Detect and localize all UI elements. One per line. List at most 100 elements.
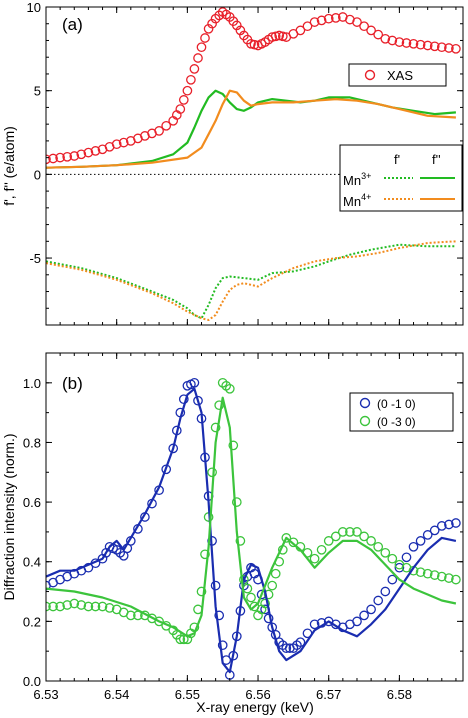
- legend-b-label-030: (0 -3 0): [377, 415, 416, 429]
- panel-b-series-1-point: [125, 610, 136, 621]
- panel-a-series-0-point: [83, 147, 94, 158]
- panel-b-series-1-point: [429, 570, 440, 580]
- panel-b-series-0-point: [295, 637, 306, 648]
- panel-b-series-0-point: [281, 643, 292, 654]
- panel-b-series-1-point: [246, 592, 256, 603]
- panel-a-series-0-point: [380, 33, 391, 44]
- panel-b-series-0-point: [380, 586, 391, 597]
- panel-a-series-0-point: [62, 151, 73, 162]
- panel-a-series-0-point: [401, 38, 412, 48]
- legend-xas-marker: [364, 69, 376, 81]
- panel-a-series-0-point: [48, 153, 58, 164]
- panel-a-series-0-point: [436, 42, 447, 53]
- panel-b-series-1-point: [288, 537, 299, 548]
- panel-a-series-4-line: [46, 240, 456, 321]
- panel-a-series-0-point: [193, 53, 203, 63]
- panel-b-series-0-point: [444, 519, 454, 530]
- panel-b-series-0-point: [387, 574, 398, 585]
- panel-b-series-1-point: [76, 600, 87, 610]
- panel-a-series-0-point: [161, 120, 172, 131]
- panel-a-series-0-point: [415, 39, 426, 50]
- x-tick-label: 6.58: [387, 687, 412, 702]
- panel-b-series-0-point: [210, 580, 221, 591]
- panel-a-series-0-point: [316, 15, 327, 26]
- panel-b-series-0-point: [408, 541, 419, 552]
- panel-a-series-0-point: [182, 85, 193, 96]
- panel-b-series-1-point: [46, 601, 51, 612]
- panel-b-series-0-point: [214, 610, 225, 621]
- panel-a-series-0-point: [352, 17, 362, 27]
- panel-a-series-0-point: [175, 104, 186, 114]
- panel-a-series-0-point: [46, 154, 51, 165]
- panel-b-series-1-point: [330, 531, 341, 542]
- y-tick-label: 5: [34, 84, 41, 99]
- y-tick-label: 0: [34, 167, 41, 182]
- panel-b-series-1-point: [104, 603, 115, 613]
- panel-b-series-0-point: [401, 552, 412, 563]
- panel-a-axes: -5 0 5 10: [27, 0, 463, 326]
- legend-mn-row1-sup: 3+: [361, 171, 371, 181]
- panel-b-series-0-point: [436, 521, 447, 531]
- panel-b-series-2-line: [46, 387, 457, 674]
- panel-a-series-0-point: [111, 139, 122, 150]
- legend-mn-row2-sup: 4+: [361, 192, 371, 202]
- panel-a: -5 0 5 10 (a) f', f'' (e/atom) XAS f' f'' M…: [1, 0, 464, 326]
- panel-b-series-1-point: [422, 568, 433, 579]
- legend-mn-col2: f'': [432, 152, 441, 167]
- y-tick-label: 1.0: [23, 376, 41, 391]
- panel-b-series-0-point: [422, 530, 433, 540]
- panel-b-series-0-point: [217, 640, 228, 651]
- panel-b-series-1-point: [235, 536, 246, 546]
- panel-b-series-1-point: [267, 580, 278, 591]
- panel-a-series-0-point: [373, 29, 384, 40]
- panel-b-series-1-point: [207, 467, 217, 478]
- panel-b-series-0-point: [309, 619, 320, 630]
- y-tick-label: 10: [27, 0, 41, 15]
- panel-b-label: (b): [62, 374, 83, 393]
- panel-b-series-1-point: [270, 568, 281, 579]
- panel-b-series-0-point: [373, 595, 384, 606]
- panel-b-series-0-point: [415, 536, 426, 546]
- legend-b-label-010: (0 -1 0): [377, 397, 416, 411]
- panel-a-series-0-point: [178, 95, 189, 105]
- panel-b-series-1-point: [200, 549, 210, 560]
- panel-b-series-1-point: [210, 422, 221, 433]
- panel-a-series-3-line: [46, 243, 456, 320]
- y-tick-label: 0.0: [23, 674, 41, 689]
- y-tick-label: 0.8: [23, 435, 41, 450]
- panel-a-series-0-point: [69, 151, 80, 161]
- panel-a-series-0-point: [249, 39, 260, 50]
- panel-a-series-0-point: [118, 137, 129, 148]
- panel-a-series-0-point: [422, 40, 433, 51]
- panel-b-series-1-point: [83, 601, 94, 612]
- panel-b-xlabel: X-ray energy (keV): [196, 699, 313, 715]
- panel-a-series-0-point: [200, 33, 210, 43]
- panel-a-series-0-point: [387, 35, 398, 46]
- panel-b-series-1-point: [154, 616, 164, 627]
- legend-xas-label: XAS: [387, 68, 413, 83]
- panel-b-series-1-point: [48, 601, 58, 612]
- panel-a-series-0-point: [277, 31, 288, 42]
- panel-a-series-0-point: [359, 21, 369, 32]
- y-tick-label: 0.6: [23, 495, 41, 510]
- legend-b-marker-010: [359, 397, 371, 409]
- panel-b-series-1-point: [359, 531, 369, 542]
- panel-a-series-0-point: [394, 37, 405, 47]
- panel-a-series-0-point: [429, 41, 440, 52]
- panel-a-label: (a): [62, 15, 83, 34]
- panel-b-series-0-point: [189, 377, 200, 388]
- y-tick-label: -5: [29, 251, 41, 266]
- panel-b-series-1-point: [444, 573, 454, 583]
- panel-a-legend-xas: XAS: [348, 63, 447, 87]
- panel-b-series-1-point: [55, 601, 65, 612]
- panel-b-series-0-point: [451, 518, 461, 528]
- panel-a-ylabel: f', f'' (e/atom): [1, 126, 17, 206]
- panel-b-series-0-point: [394, 562, 405, 573]
- panel-b-plot-area: [46, 377, 461, 680]
- panel-b-series-1-point: [228, 440, 239, 451]
- panel-a-series-0-point: [267, 32, 278, 42]
- panel-a-series-0-point: [133, 133, 143, 144]
- y-tick-label: 0.4: [23, 555, 41, 570]
- panel-a-series-0-point: [408, 38, 419, 49]
- panel-b-series-1-point: [196, 586, 207, 597]
